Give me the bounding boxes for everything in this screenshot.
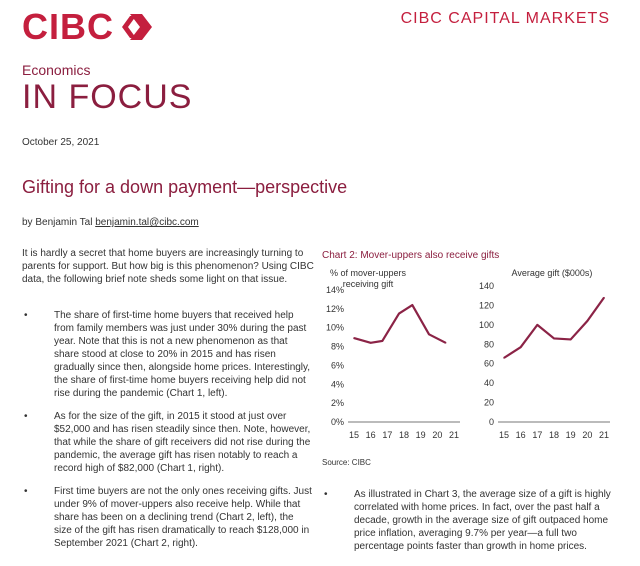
- bullet-text: As for the size of the gift, in 2015 it …: [54, 411, 311, 474]
- chart-title: Chart 2: Mover-uppers also receive gifts: [322, 250, 500, 261]
- y-tick-label: 0: [489, 417, 494, 427]
- x-tick-label: 21: [449, 430, 459, 440]
- bullet-marker: •: [24, 486, 28, 497]
- data-point: [444, 342, 447, 344]
- y-tick-label: 0%: [331, 417, 344, 427]
- data-point: [428, 333, 430, 336]
- byline: by Benjamin Tal benjamin.tal@cibc.com: [22, 217, 199, 228]
- x-tick-label: 16: [366, 430, 376, 440]
- panel-title-1: Average gift ($000s): [512, 268, 593, 278]
- x-tick-label: 15: [349, 430, 359, 440]
- cibc-logo: CIBC: [22, 6, 154, 47]
- data-point: [569, 338, 572, 341]
- data-point: [586, 320, 589, 322]
- bullet-text: The share of first-time home buyers that…: [54, 310, 311, 399]
- bullet-marker: •: [24, 310, 28, 321]
- author-email-link[interactable]: benjamin.tal@cibc.com: [95, 217, 199, 228]
- bullet-marker: •: [24, 411, 28, 422]
- x-tick-label: 15: [499, 430, 509, 440]
- y-tick-label: 14%: [326, 285, 344, 295]
- data-point: [603, 296, 605, 299]
- data-point: [398, 312, 400, 315]
- brand-name: CIBC CAPITAL MARKETS: [400, 10, 610, 27]
- x-tick-label: 16: [516, 430, 526, 440]
- y-tick-label: 20: [484, 398, 494, 408]
- publication-title: IN FOCUS: [22, 78, 193, 116]
- logo-wordmark: CIBC: [22, 6, 114, 47]
- data-point: [503, 357, 505, 359]
- publication-date: October 25, 2021: [22, 137, 100, 148]
- data-point: [536, 324, 539, 326]
- y-tick-label: 80: [484, 339, 494, 349]
- data-point: [353, 337, 355, 339]
- x-tick-label: 17: [382, 430, 392, 440]
- x-tick-label: 18: [549, 430, 559, 440]
- y-tick-label: 140: [479, 281, 494, 291]
- byline-prefix: by: [22, 217, 33, 228]
- series-line: [353, 303, 447, 344]
- data-point: [553, 337, 555, 340]
- y-tick-label: 4%: [331, 379, 344, 389]
- data-point: [519, 346, 522, 348]
- x-tick-label: 20: [432, 430, 442, 440]
- panel-title-0: receiving gift: [343, 279, 394, 289]
- y-tick-label: 100: [479, 320, 494, 330]
- chart-source: Source: CIBC: [322, 458, 371, 467]
- y-tick-label: 8%: [331, 342, 344, 352]
- bullet-marker: •: [324, 489, 328, 500]
- data-point: [381, 340, 384, 342]
- x-tick-label: 21: [599, 430, 609, 440]
- y-tick-label: 6%: [331, 360, 344, 370]
- bullet-text: First time buyers are not the only ones …: [54, 486, 312, 549]
- series-line: [503, 297, 605, 359]
- bullet-text: As illustrated in Chart 3, the average s…: [354, 489, 611, 552]
- x-tick-label: 19: [416, 430, 426, 440]
- panel-title-0: % of mover-uppers: [330, 268, 407, 278]
- author-name: Benjamin Tal: [35, 217, 93, 228]
- y-tick-label: 10%: [326, 323, 344, 333]
- x-tick-label: 17: [532, 430, 542, 440]
- y-tick-label: 60: [484, 359, 494, 369]
- data-point: [369, 342, 372, 344]
- y-tick-label: 120: [479, 300, 494, 310]
- x-tick-label: 20: [582, 430, 592, 440]
- intro-paragraph: It is hardly a secret that home buyers a…: [22, 248, 314, 285]
- article-headline: Gifting for a down payment—perspective: [22, 177, 348, 197]
- x-tick-label: 18: [399, 430, 409, 440]
- x-tick-label: 19: [566, 430, 576, 440]
- y-tick-label: 12%: [326, 304, 344, 314]
- data-point: [411, 304, 414, 306]
- y-tick-label: 40: [484, 378, 494, 388]
- section-label: Economics: [22, 62, 91, 78]
- diamond-logo-icon: [122, 14, 152, 40]
- y-tick-label: 2%: [331, 398, 344, 408]
